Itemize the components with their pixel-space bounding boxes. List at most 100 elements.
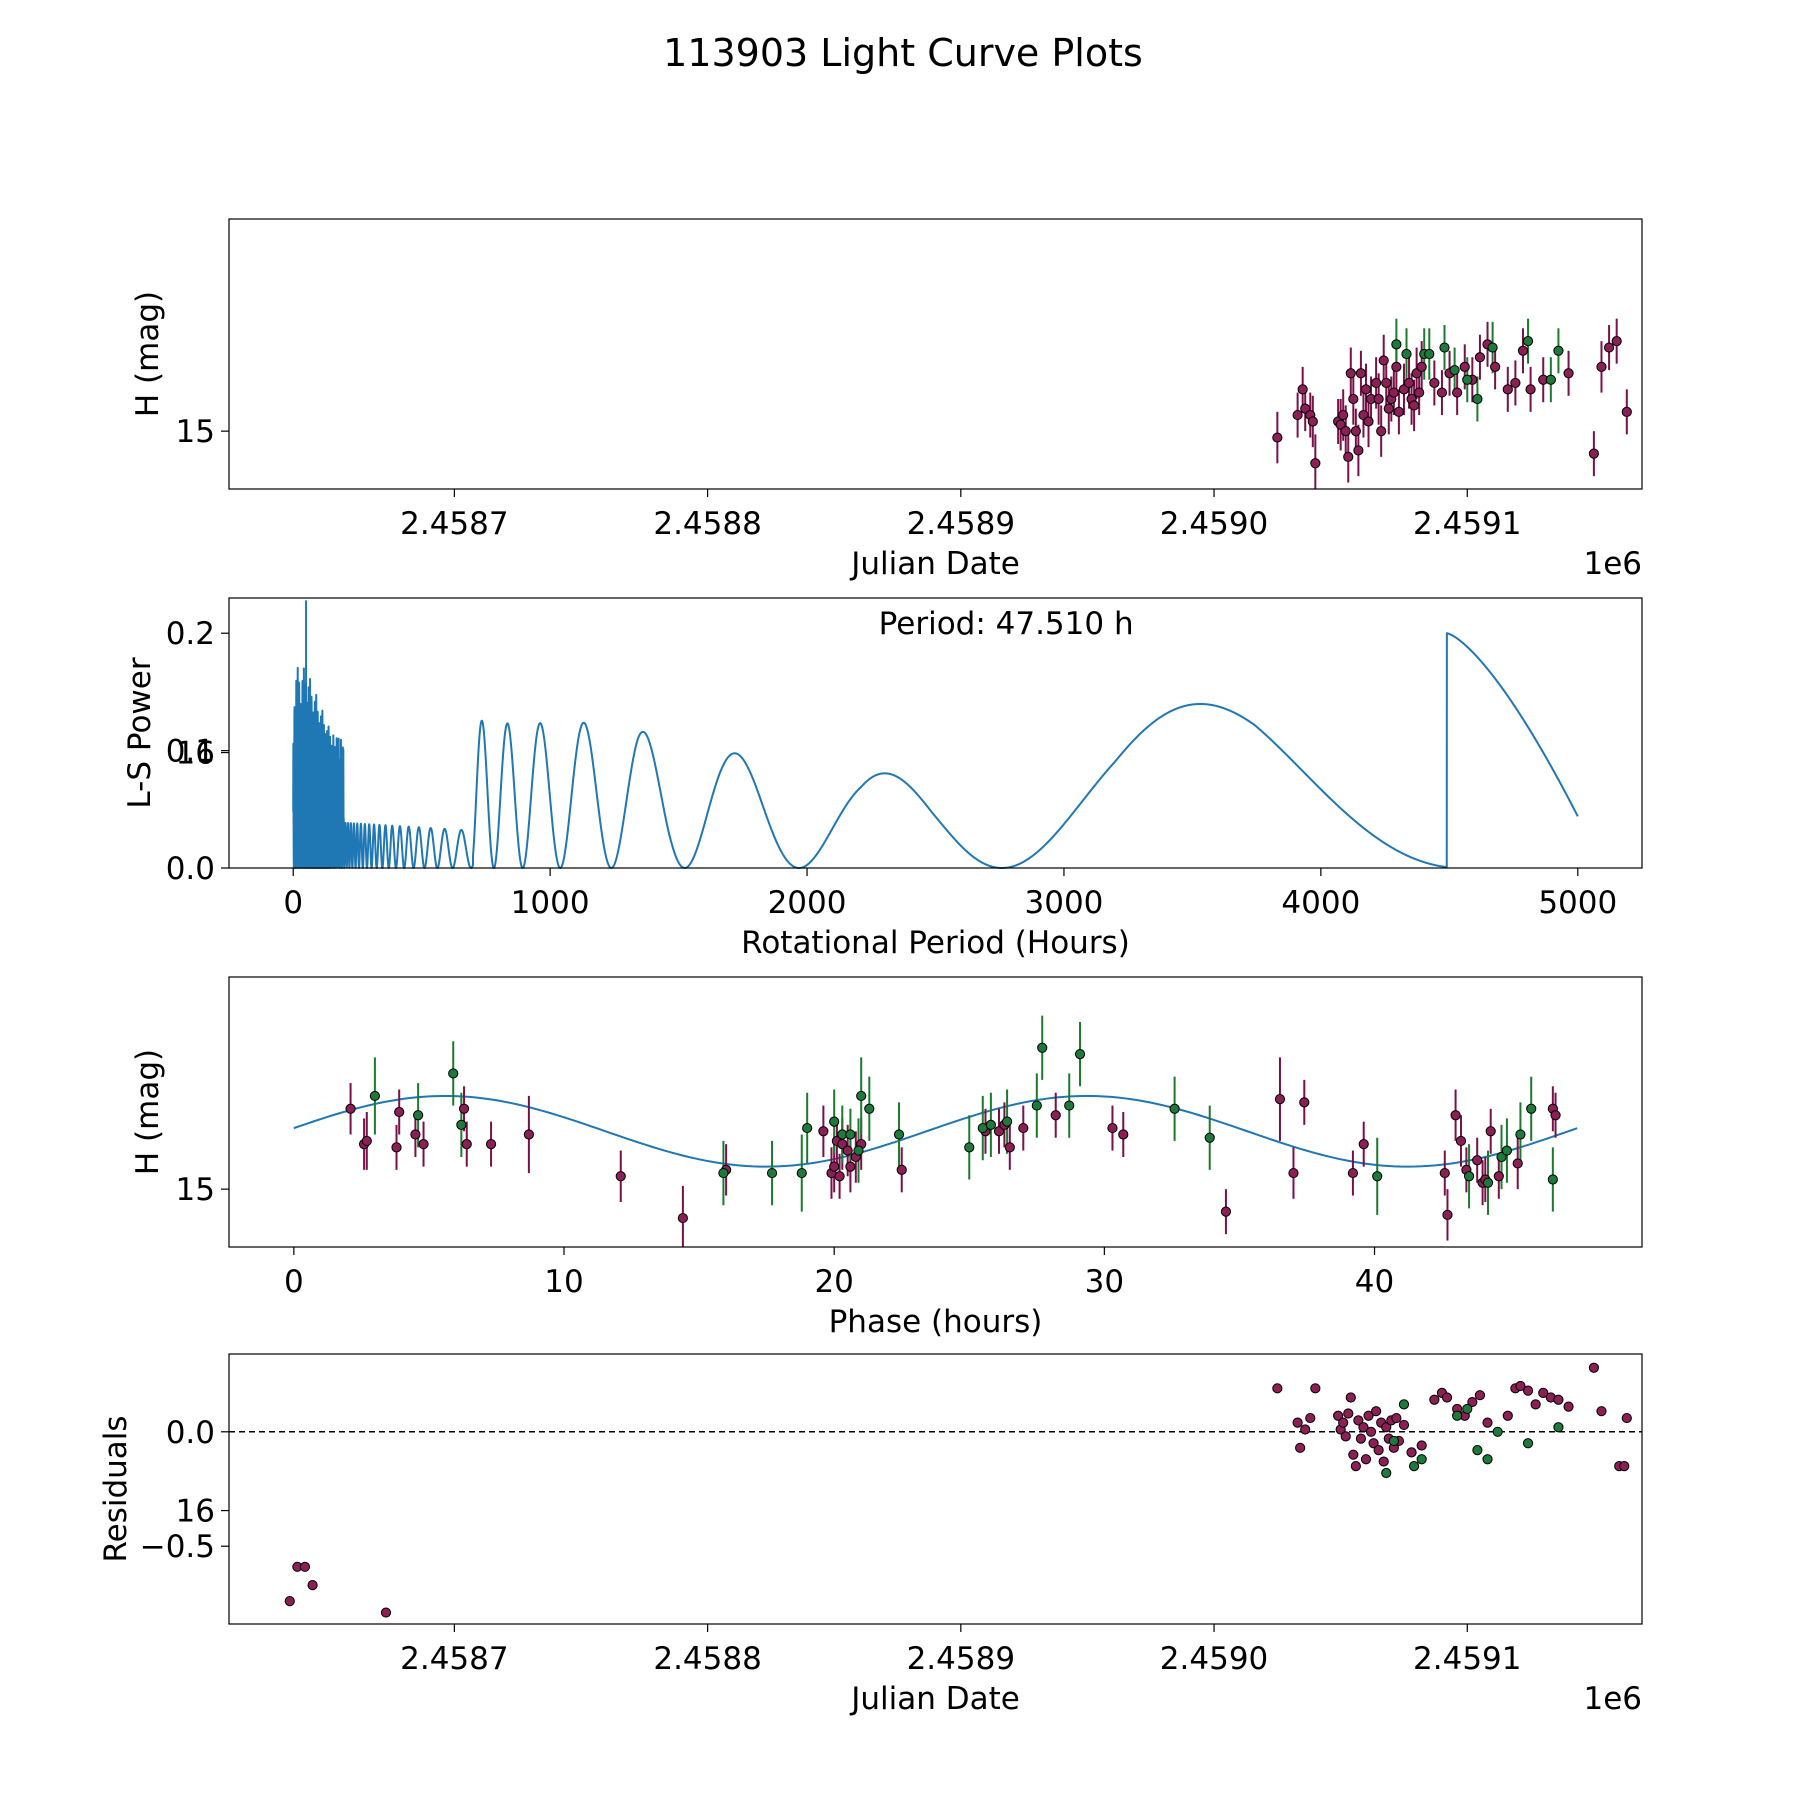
data-point-green	[893, 1129, 905, 1140]
data-point-purple	[1596, 361, 1607, 372]
data-point-purple	[1439, 1167, 1450, 1179]
data-point-purple	[1338, 1417, 1349, 1428]
data-point-purple	[1553, 1394, 1564, 1405]
y-axis-label: H (mag)	[130, 291, 166, 417]
data-point-purple	[1403, 377, 1415, 389]
data-point-green	[1463, 1171, 1475, 1182]
data-point-purple	[1472, 1155, 1483, 1166]
data-point-purple	[523, 1129, 534, 1140]
data-point-purple	[1619, 1461, 1630, 1472]
data-point-purple	[818, 1126, 829, 1137]
data-point-purple	[1493, 1171, 1504, 1182]
x-tick-label: 40	[1355, 1264, 1394, 1300]
data-point-green	[1526, 1103, 1537, 1114]
data-point-green	[1408, 1461, 1420, 1472]
data-point-purple	[1376, 426, 1387, 437]
data-point-purple	[1588, 448, 1599, 459]
y-tick-label: 16	[176, 1494, 215, 1530]
data-point-purple	[1621, 1412, 1632, 1424]
data-point-purple	[1482, 1417, 1493, 1428]
data-point-purple	[1391, 1412, 1402, 1424]
data-point-purple	[430, 1506, 439, 1515]
data-point-purple	[394, 1106, 405, 1118]
data-point-purple	[1530, 1399, 1541, 1410]
data-point-green	[1522, 1438, 1534, 1449]
data-point-purple	[1220, 1206, 1232, 1217]
data-point-purple	[1490, 361, 1501, 372]
data-point-purple	[1436, 387, 1448, 398]
data-point-purple	[834, 1171, 845, 1182]
x-tick-label: 0	[283, 885, 303, 921]
data-point-purple	[1603, 342, 1615, 353]
data-point-purple	[485, 1139, 497, 1150]
data-point-green	[1545, 374, 1556, 385]
data-point-purple	[993, 1126, 1005, 1137]
data-point-purple	[1517, 345, 1529, 356]
data-point-purple	[1305, 1412, 1316, 1424]
data-point-purple	[1363, 416, 1374, 427]
data-point-purple	[1040, 1477, 1049, 1486]
data-point-green	[1462, 374, 1473, 385]
data-point-green	[1547, 1174, 1558, 1185]
data-point-purple	[1338, 409, 1349, 421]
data-point-green	[853, 1145, 864, 1156]
x-tick-label: 2.4588	[653, 506, 761, 542]
data-point-purple	[1485, 1126, 1496, 1137]
data-point-purple	[1429, 377, 1440, 389]
data-point-green	[796, 1167, 807, 1179]
data-point-purple	[1107, 1122, 1118, 1134]
data-point-purple	[1525, 384, 1536, 395]
y-tick-label: 0.1	[166, 734, 215, 770]
data-point-purple	[1333, 1410, 1344, 1421]
x-tick-label: 4000	[1281, 885, 1360, 921]
data-point-purple	[1388, 387, 1399, 398]
x-tick-label: 2000	[768, 885, 847, 921]
data-point-purple	[1414, 387, 1425, 398]
period-annotation: Period: 47.510 h	[879, 606, 1134, 642]
data-point-purple	[1343, 451, 1354, 462]
data-point-purple	[1373, 1445, 1384, 1456]
data-point-purple	[1365, 1426, 1377, 1437]
data-point-purple	[1467, 1396, 1478, 1408]
data-point-purple	[1345, 1392, 1356, 1403]
data-point-purple	[1429, 1394, 1440, 1405]
data-point-purple	[381, 738, 390, 747]
data-point-purple	[896, 1164, 907, 1175]
data-point-purple	[461, 1139, 472, 1150]
data-point-green	[1472, 1445, 1483, 1456]
data-point-purple	[391, 1142, 402, 1153]
data-point-purple	[842, 1145, 853, 1156]
data-point-purple	[1596, 1406, 1607, 1417]
data-point-purple	[380, 1607, 392, 1618]
data-point-green	[1031, 1100, 1042, 1111]
data-point-purple	[829, 1161, 840, 1172]
plot-frame	[228, 976, 1643, 1248]
data-point-purple	[345, 1103, 356, 1114]
data-point-green	[1372, 1171, 1383, 1182]
data-point-purple	[1360, 384, 1372, 395]
data-point-purple	[361, 1135, 372, 1147]
data-point-purple	[1371, 1406, 1382, 1417]
data-point-purple	[1378, 355, 1389, 366]
data-point-purple	[1391, 361, 1402, 372]
plot-frame	[228, 218, 1643, 490]
data-point-purple	[1368, 1438, 1379, 1449]
data-point-purple	[1288, 1167, 1299, 1179]
plot-frame	[228, 597, 1643, 869]
y-tick-label: 15	[176, 414, 215, 450]
data-point-purple	[1563, 368, 1574, 379]
y-tick-label: 0.0	[166, 851, 215, 887]
data-point-green	[1401, 348, 1412, 360]
data-point-green	[1391, 339, 1402, 350]
data-point-purple	[1455, 1135, 1467, 1147]
data-point-purple	[1381, 1422, 1392, 1433]
data-point-green	[1037, 1042, 1048, 1053]
data-point-green	[864, 1103, 875, 1114]
data-point-purple	[1274, 1094, 1286, 1105]
x-tick-label: 2.4590	[1160, 506, 1268, 542]
x-tick-label: 10	[544, 1264, 583, 1300]
data-point-green	[856, 1090, 867, 1102]
data-point-green	[413, 1110, 424, 1121]
data-point-purple	[285, 732, 294, 741]
panel-periodogram: Period: 47.510 h 0 1000 2000 3000 4000 5000 0.0…	[122, 597, 1643, 961]
